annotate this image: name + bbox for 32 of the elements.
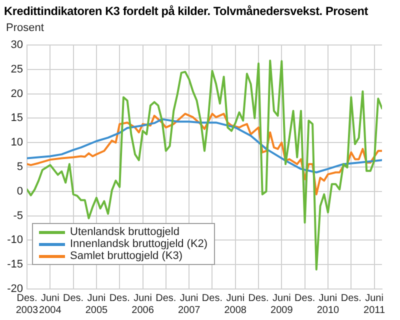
x-tick-label: Juni 2006 (132, 292, 154, 316)
x-tick-label: Juni 2011 (364, 292, 386, 316)
y-tick-label: -15 (7, 258, 23, 271)
y-tick-label: -10 (7, 234, 23, 246)
y-tick-label: -5 (13, 210, 23, 222)
legend-label: Samlet bruttogjeld (K3) (70, 250, 182, 262)
y-tick-label: 15 (10, 112, 23, 124)
x-tick-label: Juni 2004 (39, 292, 62, 316)
x-tick-label: Juni 2005 (85, 292, 108, 316)
x-tick-label: Juni 2007 (178, 292, 201, 316)
x-tick-label: Juni 2008 (224, 292, 247, 316)
y-tick-label: 20 (10, 88, 23, 100)
x-tick-label: Des. (340, 292, 362, 304)
y-tick-label: 5 (16, 161, 23, 174)
x-tick-label: Des. (63, 292, 84, 304)
x-tick-label: Juni 2009 (270, 292, 294, 316)
x-tick-label: Des. (248, 292, 269, 304)
x-tick-label: Des. (294, 292, 316, 304)
x-tick-label: Des. (156, 292, 176, 304)
x-tick-label: Des. (202, 292, 222, 304)
y-tick-label: -20 (7, 283, 23, 296)
y-tick-label: 0 (16, 185, 23, 198)
y-tick-label: 25 (10, 63, 23, 76)
y-tick-label: 30 (10, 39, 23, 52)
y-tick-label: 10 (10, 136, 23, 149)
chart-title: Kredittindikatoren K3 fordelt på kilder. Tolvmånedersvekst. Prosent (4, 4, 368, 18)
x-tick-label: Des. (109, 292, 130, 304)
y-axis-title: Prosent (6, 22, 44, 34)
legend-label: Utenlandsk bruttogjeld (70, 226, 180, 238)
x-tick-label: Juni 2010 (316, 292, 340, 316)
legend-label: Innenlandsk bruttogjeld (K2) (70, 238, 208, 250)
x-tick-label: Des. 2003 (16, 292, 39, 316)
